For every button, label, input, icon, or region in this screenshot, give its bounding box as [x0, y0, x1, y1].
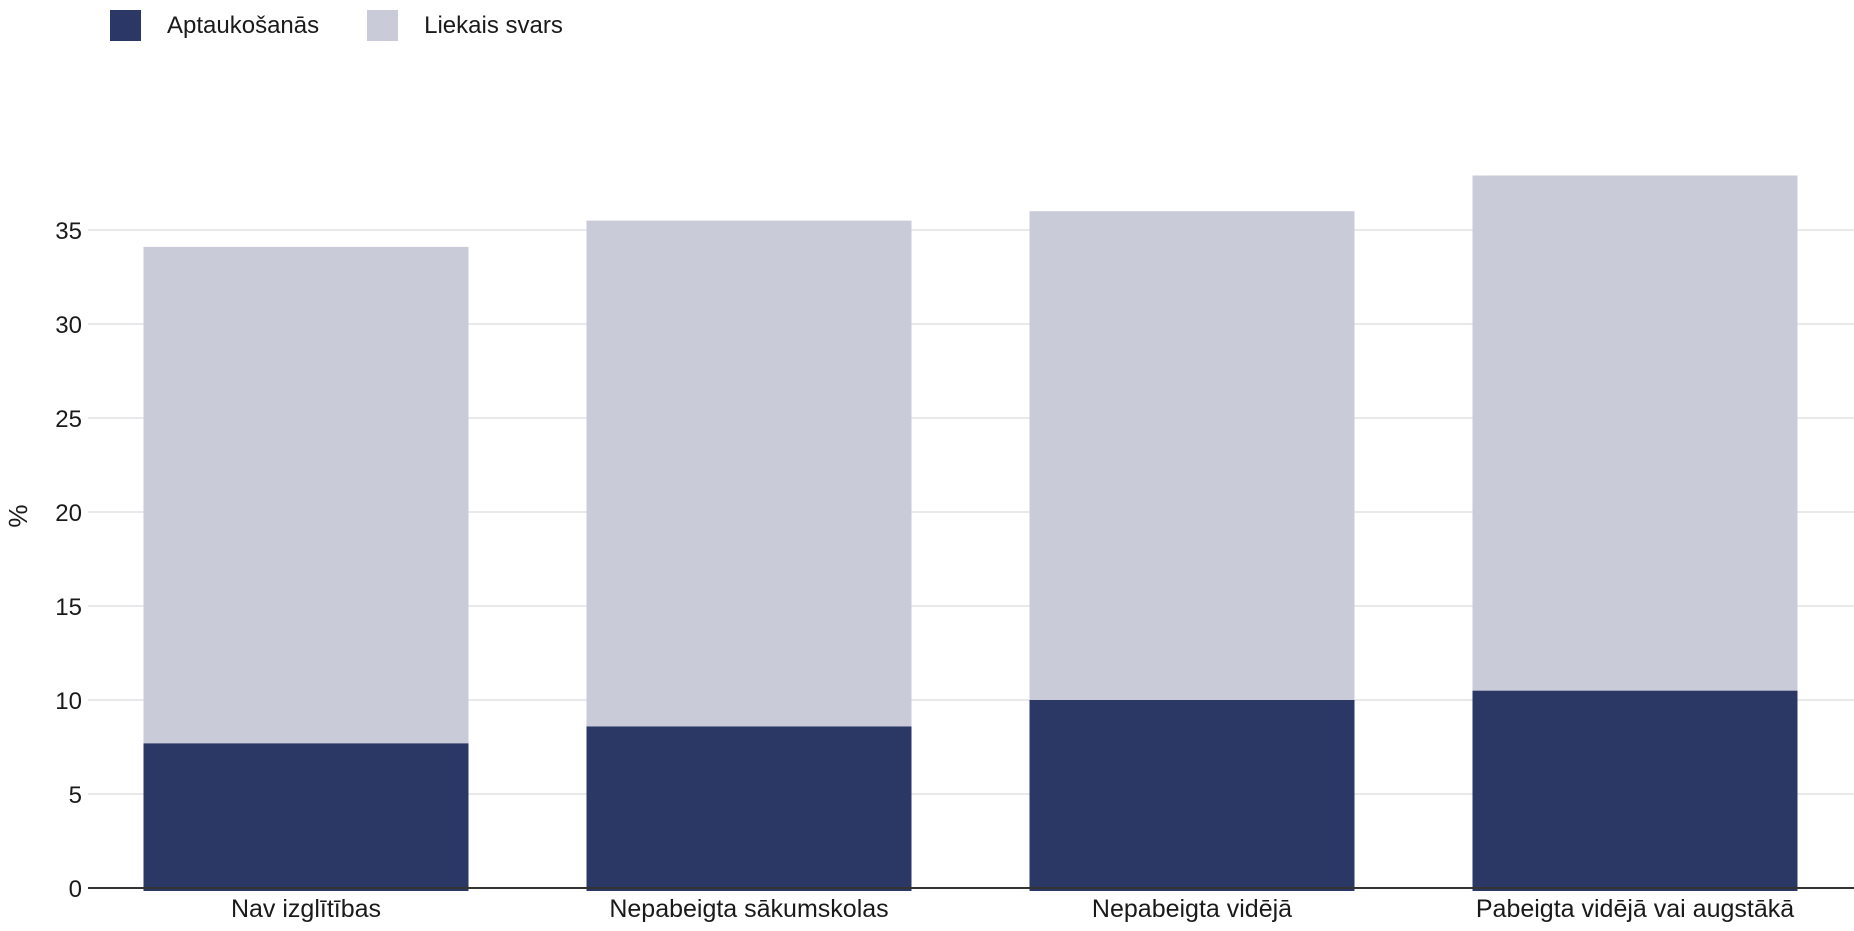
bar-overweight [143, 246, 469, 744]
legend-label-overweight: Liekais svars [424, 11, 563, 39]
y-tick-label: 25 [55, 406, 82, 433]
bar-obesity [1472, 690, 1798, 891]
bar-obesity [1029, 700, 1355, 891]
y-axis-title: % [3, 504, 33, 527]
legend: Aptaukošanās Liekais svars [110, 10, 611, 41]
legend-label-obesity: Aptaukošanās [167, 11, 320, 39]
legend-item-obesity: Aptaukošanās [110, 10, 319, 41]
y-tick-label: 15 [55, 594, 82, 621]
y-tick-label: 35 [55, 218, 82, 245]
legend-item-overweight: Liekais svars [367, 10, 563, 41]
y-tick-label: 10 [55, 688, 82, 715]
bar-obesity [586, 726, 912, 891]
axes: 0 5 10 15 20 25 30 35 Nav izglītības Nepabeigta s… [55, 218, 1854, 923]
x-tick-label: Nepabeigta sākumskolas [609, 895, 888, 923]
legend-swatch-obesity [110, 10, 141, 41]
y-tick-label: 5 [69, 782, 82, 809]
y-tick-label: 30 [55, 312, 82, 339]
bars [143, 175, 1798, 891]
legend-swatch-overweight [367, 10, 399, 41]
x-tick-label: Pabeigta vidējā vai augstākā [1476, 895, 1794, 923]
y-tick-label: 0 [69, 876, 82, 903]
bar-overweight [586, 220, 912, 727]
x-tick-label: Nav izglītības [231, 895, 381, 923]
bar-overweight [1029, 211, 1355, 700]
y-tick-label: 20 [55, 500, 82, 527]
bar-overweight [1472, 175, 1798, 691]
x-tick-label: Nepabeigta vidējā [1092, 895, 1292, 923]
bar-obesity [143, 743, 469, 891]
